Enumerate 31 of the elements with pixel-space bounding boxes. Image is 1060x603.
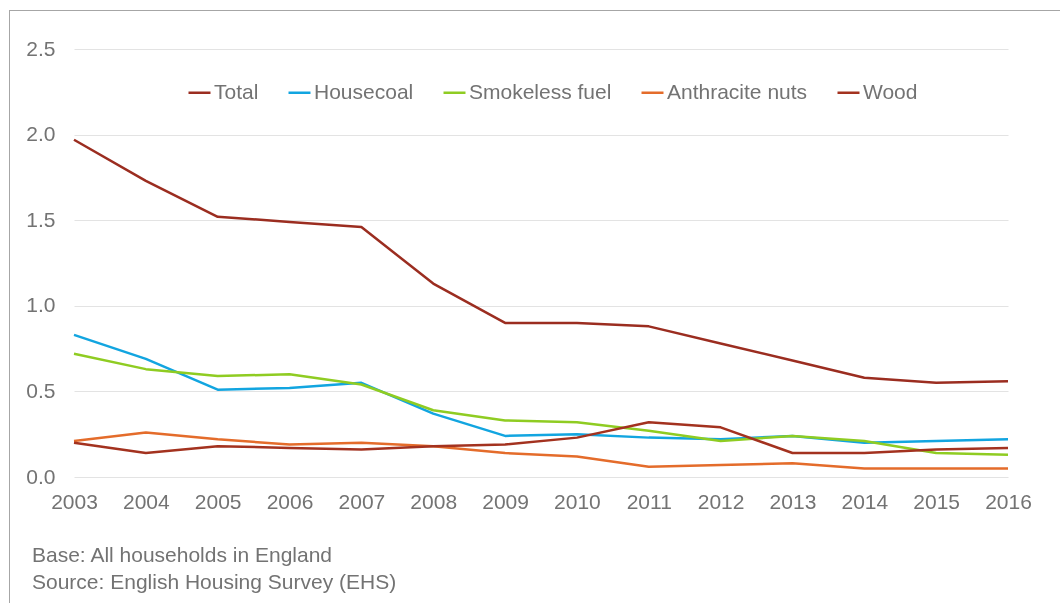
y-tick-label: 2.0 xyxy=(26,122,56,146)
x-tick-label: 2009 xyxy=(482,489,529,513)
x-tick-label: 2005 xyxy=(194,489,242,513)
x-tick-label: 2016 xyxy=(985,489,1032,513)
x-tick-label: 2011 xyxy=(626,489,672,513)
y-tick-label: 0.5 xyxy=(26,378,56,402)
line-series xyxy=(72,420,1010,455)
text: Base: All households in England xyxy=(32,542,334,568)
legend-label: Anthracite nuts xyxy=(667,79,808,103)
x-tick-label: 2003 xyxy=(51,489,98,513)
line-series xyxy=(72,431,1010,470)
x-tick-label: 2004 xyxy=(122,489,171,513)
y-tick-label: 1.5 xyxy=(26,207,56,231)
x-tick-label: 2013 xyxy=(769,489,817,513)
legend-label: Smokeless fuel xyxy=(469,79,612,103)
y-tick-label: 1.0 xyxy=(26,293,56,317)
x-tick-label: 2007 xyxy=(338,489,386,513)
legend-label: Wood xyxy=(863,79,918,103)
legend-label: Housecoal xyxy=(314,79,414,103)
x-tick-label: 2006 xyxy=(266,489,314,513)
x-tick-label: 2012 xyxy=(697,489,745,513)
source-note: Source: English Housing Survey (EHS) xyxy=(32,569,397,595)
line-series xyxy=(72,352,1010,456)
x-tick-label: 2015 xyxy=(913,489,961,513)
x-tick-label: 2010 xyxy=(554,489,601,513)
y-tick-label: 2.5 xyxy=(26,36,56,60)
y-tick-label: 0.0 xyxy=(26,464,56,488)
legend-label: Total xyxy=(214,79,259,103)
x-tick-label: 2014 xyxy=(841,489,889,513)
x-tick-label: 2008 xyxy=(410,489,458,513)
line-series xyxy=(72,138,1010,385)
